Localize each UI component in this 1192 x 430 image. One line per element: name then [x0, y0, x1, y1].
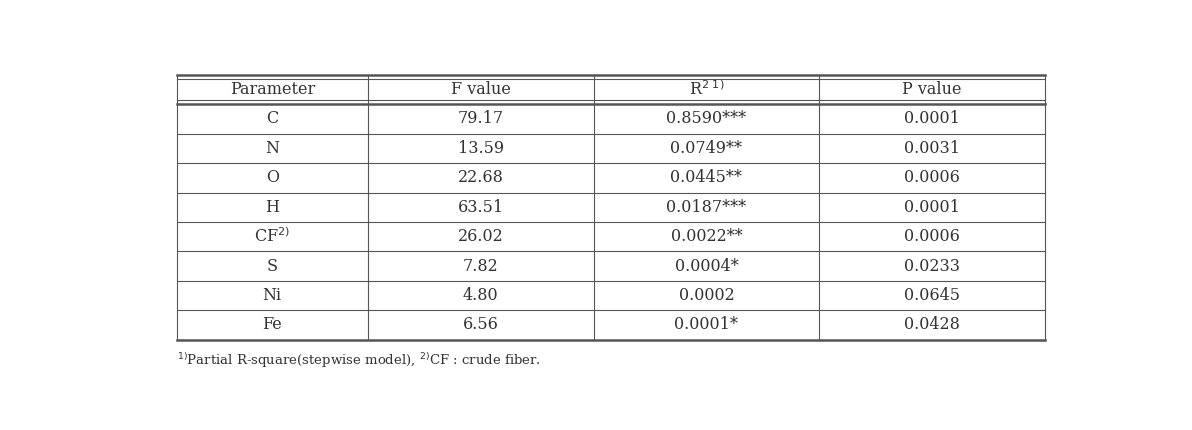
Text: 26.02: 26.02 — [458, 228, 503, 245]
Text: 0.0002: 0.0002 — [678, 287, 734, 304]
Text: 0.0001*: 0.0001* — [675, 316, 738, 333]
Text: 4.80: 4.80 — [462, 287, 498, 304]
Text: 0.0428: 0.0428 — [905, 316, 960, 333]
Text: P value: P value — [902, 81, 962, 98]
Text: N: N — [266, 140, 279, 157]
Text: 0.0187***: 0.0187*** — [666, 199, 746, 216]
Text: 0.0031: 0.0031 — [905, 140, 961, 157]
Text: 0.0006: 0.0006 — [905, 228, 960, 245]
Text: Parameter: Parameter — [230, 81, 315, 98]
Text: $^{1)}$Partial R-square(stepwise model), $^{2)}$CF : crude fiber.: $^{1)}$Partial R-square(stepwise model),… — [176, 351, 541, 370]
Text: 0.0022**: 0.0022** — [671, 228, 743, 245]
Text: H: H — [266, 199, 279, 216]
Text: 7.82: 7.82 — [462, 258, 498, 275]
Text: 22.68: 22.68 — [458, 169, 503, 186]
Text: 0.0233: 0.0233 — [905, 258, 961, 275]
Text: C: C — [266, 111, 279, 127]
Text: CF$^{2)}$: CF$^{2)}$ — [254, 227, 291, 246]
Text: 0.0001: 0.0001 — [905, 111, 960, 127]
Text: 6.56: 6.56 — [462, 316, 498, 333]
Text: 0.0749**: 0.0749** — [670, 140, 743, 157]
Text: Ni: Ni — [262, 287, 281, 304]
Text: 0.0001: 0.0001 — [905, 199, 960, 216]
Text: Fe: Fe — [262, 316, 283, 333]
Text: F value: F value — [451, 81, 510, 98]
Text: 0.0645: 0.0645 — [905, 287, 961, 304]
Text: O: O — [266, 169, 279, 186]
Text: 0.0445**: 0.0445** — [670, 169, 743, 186]
Text: R$^{2\ 1)}$: R$^{2\ 1)}$ — [689, 80, 725, 99]
Text: 79.17: 79.17 — [458, 111, 504, 127]
Text: 0.0004*: 0.0004* — [675, 258, 738, 275]
Text: 0.0006: 0.0006 — [905, 169, 960, 186]
Text: 13.59: 13.59 — [458, 140, 504, 157]
Text: S: S — [267, 258, 278, 275]
Text: 63.51: 63.51 — [458, 199, 504, 216]
Text: 0.8590***: 0.8590*** — [666, 111, 746, 127]
